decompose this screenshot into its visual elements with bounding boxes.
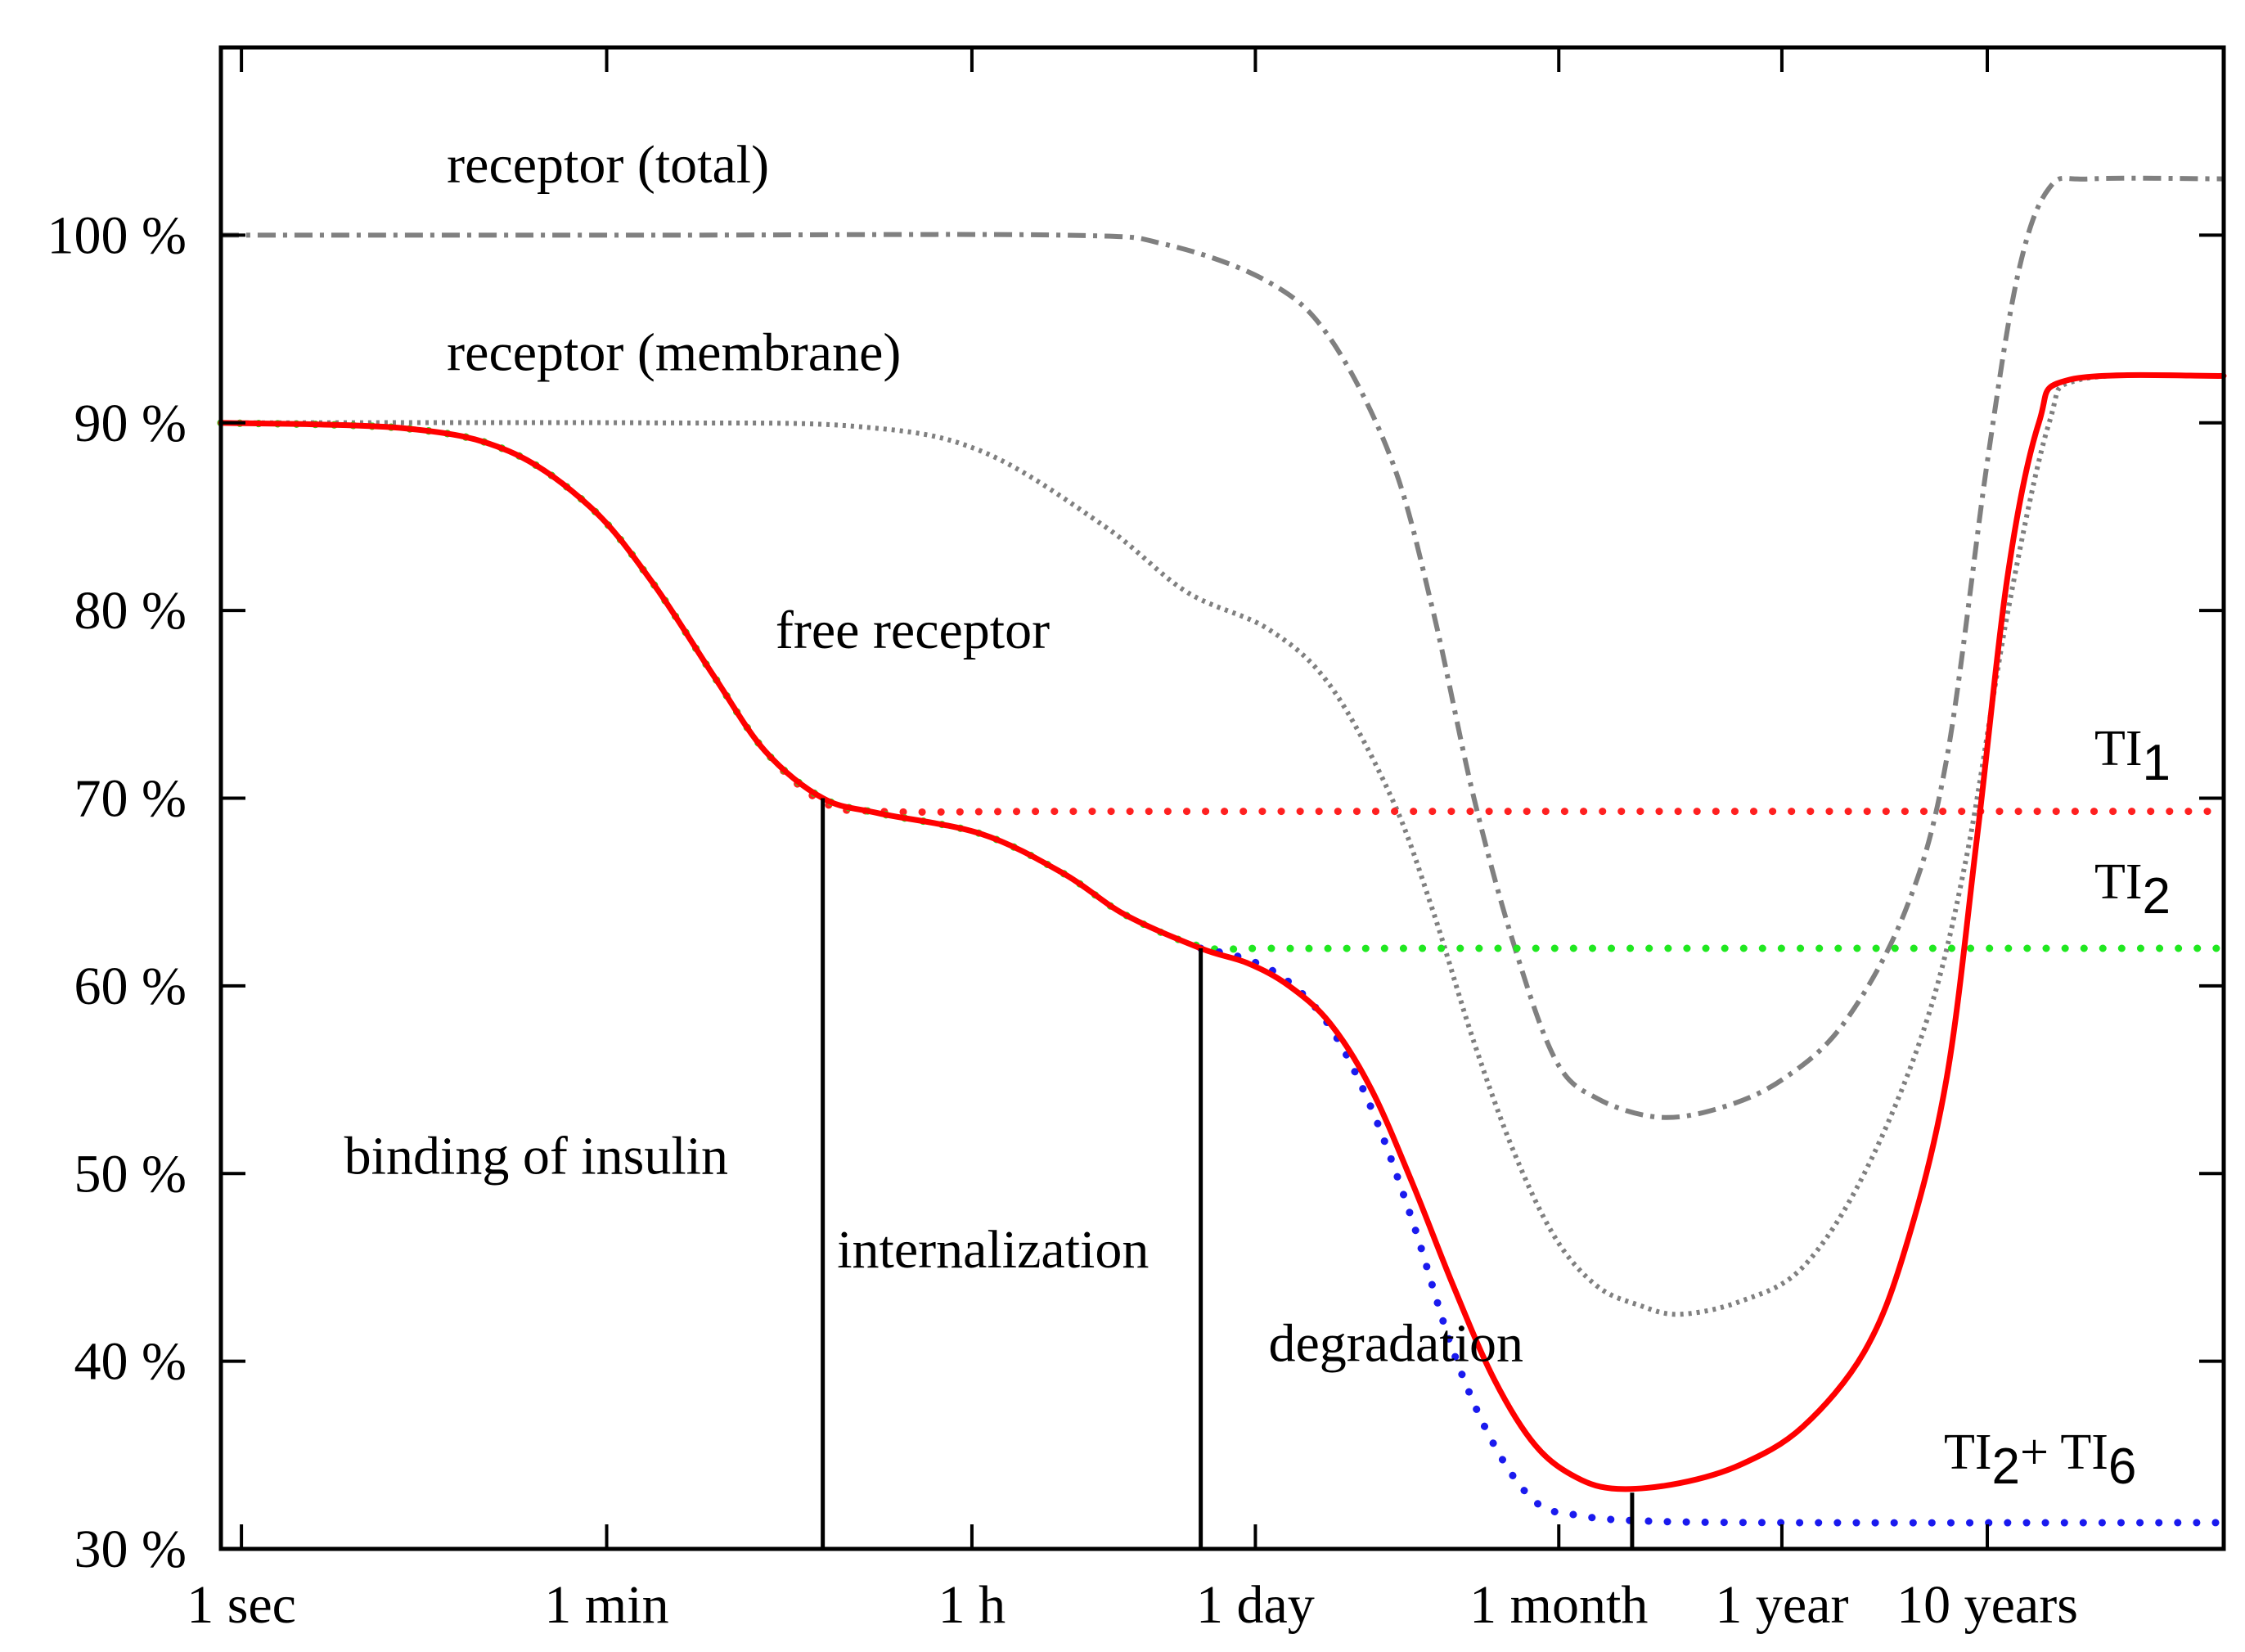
y-tick-label: 30 % — [74, 1519, 187, 1579]
x-tick-label: 1 h — [938, 1575, 1006, 1635]
x-tick-label: 1 year — [1715, 1575, 1848, 1635]
svg-text:TI1: TI1 — [2094, 721, 2171, 791]
annotation-1: receptor (membrane) — [447, 323, 901, 383]
ti26-sub1: 2 — [1992, 1438, 2020, 1495]
series-label-ti2: TI2 — [2094, 854, 2171, 925]
svg-text:TI2+ TI6: TI2+ TI6 — [1944, 1425, 2136, 1495]
annotation-3: binding of insulin — [344, 1126, 728, 1186]
series-label-ti26: TI2+ TI6 — [1944, 1425, 2136, 1495]
y-tick-label: 70 % — [74, 769, 187, 829]
x-tick-label: 1 sec — [187, 1575, 296, 1635]
y-tick-label: 40 % — [74, 1332, 187, 1392]
ti1-base: TI — [2094, 721, 2143, 776]
ti26-plus: + TI — [2020, 1425, 2108, 1480]
series-line-3 — [217, 419, 2228, 953]
y-tick-label: 80 % — [74, 581, 187, 641]
series-line-5 — [218, 371, 2227, 1492]
x-tick-label: 10 years — [1896, 1575, 2078, 1635]
x-tick-label: 1 day — [1196, 1575, 1315, 1635]
phase-boundaries — [821, 798, 1635, 1549]
svg-text:TI2: TI2 — [2094, 854, 2171, 925]
series-label-ti1: TI1 — [2094, 721, 2171, 791]
y-tick-label: 60 % — [74, 957, 187, 1016]
ti2-sub: 2 — [2143, 868, 2171, 925]
annotation-5: degradation — [1268, 1314, 1523, 1374]
ti26-sub2: 6 — [2108, 1438, 2136, 1495]
tick-labels: 1 sec 1 min 1 h 1 day 1 month 1 year 10 years 3… — [47, 205, 2078, 1635]
axes — [218, 45, 2226, 1551]
ticks — [221, 47, 2224, 1551]
series-line-0 — [221, 175, 2225, 1120]
plot-frame — [218, 45, 2226, 1551]
x-tick-label: 1 month — [1469, 1575, 1648, 1635]
annotation-0: receptor (total) — [447, 135, 769, 195]
annotation-4: internalization — [837, 1220, 1149, 1280]
y-tick-label: 90 % — [74, 394, 187, 453]
annotation-2: free receptor — [776, 601, 1050, 660]
series-layer — [217, 175, 2228, 1527]
ti1-sub: 1 — [2143, 735, 2171, 791]
annotations: receptor (total) receptor (membrane) free … — [344, 135, 1523, 1373]
ti2-base: TI — [2094, 854, 2143, 910]
y-tick-label: 50 % — [74, 1144, 187, 1204]
x-tick-label: 1 min — [544, 1575, 668, 1635]
y-tick-label: 100 % — [47, 205, 187, 265]
ti26-base: TI — [1944, 1425, 1992, 1480]
series-line-2 — [217, 419, 2228, 816]
